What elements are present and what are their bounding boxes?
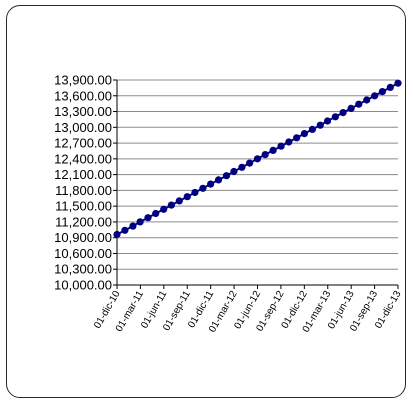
y-tick-label: 12,700.00: [54, 136, 112, 151]
data-point: [378, 88, 386, 96]
data-point: [363, 96, 371, 104]
y-tick-label: 10,600.00: [54, 246, 112, 261]
y-tick-label: 10,900.00: [54, 230, 112, 245]
y-tick-label: 13,000.00: [54, 120, 112, 135]
data-point: [144, 214, 152, 222]
data-point: [261, 151, 269, 159]
data-point: [386, 83, 394, 91]
y-tick-label: 10,300.00: [54, 262, 112, 277]
data-point: [167, 201, 175, 209]
data-point: [121, 226, 129, 234]
y-tick-label: 11,500.00: [55, 199, 112, 214]
data-point: [300, 130, 308, 138]
data-points: [113, 79, 402, 239]
y-axis-ticks: 10,000.0010,300.0010,600.0010,900.0011,2…: [54, 73, 117, 293]
data-point: [339, 109, 347, 117]
data-point: [214, 176, 223, 184]
data-point: [269, 146, 277, 154]
data-point: [238, 163, 246, 171]
data-point: [129, 222, 137, 230]
data-point: [316, 121, 324, 129]
data-point: [331, 113, 339, 121]
data-point: [152, 209, 160, 218]
y-tick-label: 10,000.00: [54, 278, 112, 293]
y-tick-label: 13,900.00: [54, 73, 112, 88]
data-point: [222, 172, 231, 180]
grid-lines: [117, 79, 398, 286]
data-point: [253, 155, 262, 163]
data-point: [323, 117, 332, 125]
y-tick-label: 12,400.00: [54, 151, 112, 166]
y-tick-label: 13,600.00: [54, 88, 112, 103]
data-point: [175, 197, 183, 205]
y-tick-label: 13,300.00: [54, 104, 112, 119]
y-tick-label: 12,100.00: [54, 167, 112, 182]
y-tick-label: 11,200.00: [55, 214, 112, 229]
chart-frame: [6, 5, 406, 398]
data-point: [293, 134, 301, 142]
data-point: [285, 138, 293, 146]
data-point: [191, 188, 199, 197]
x-axis-ticks: 01-dic-1001-mar-1101-jun-1101-sep-1101-d…: [92, 285, 404, 334]
data-point: [277, 142, 285, 150]
data-point: [394, 79, 402, 87]
data-point: [371, 92, 379, 100]
data-point: [355, 100, 363, 108]
data-point: [308, 125, 316, 133]
data-point: [113, 230, 121, 239]
data-point: [230, 167, 238, 176]
data-point: [199, 184, 207, 192]
data-point: [246, 159, 254, 167]
y-tick-label: 11,800.00: [55, 183, 112, 198]
data-point: [160, 205, 168, 213]
data-point: [136, 218, 144, 226]
data-point: [183, 193, 191, 201]
data-point: [207, 180, 215, 188]
data-point: [347, 104, 355, 112]
